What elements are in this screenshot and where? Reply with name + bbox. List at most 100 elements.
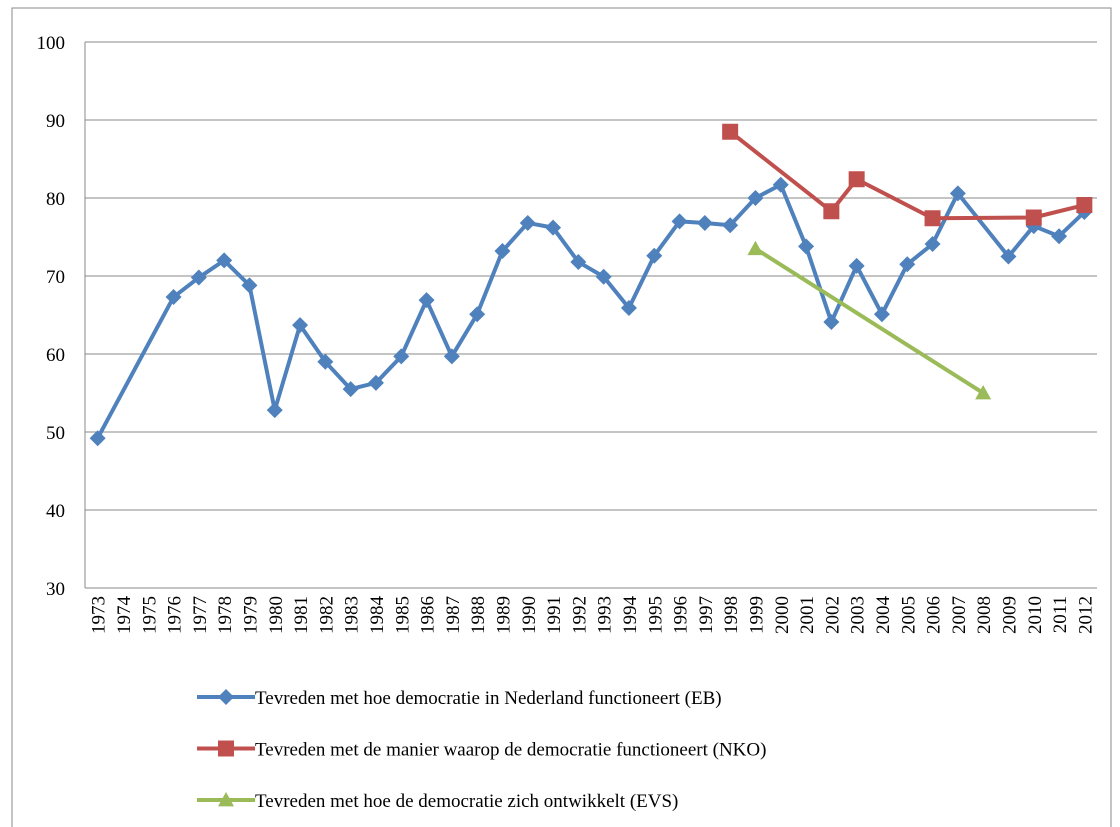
- x-tick-label: 1981: [291, 596, 312, 634]
- x-tick-label: 1980: [266, 596, 287, 634]
- y-tick-label: 100: [37, 33, 66, 54]
- data-point: [949, 185, 966, 202]
- x-tick-label: 2009: [999, 596, 1020, 634]
- data-point: [899, 256, 916, 273]
- x-tick-label: 2001: [797, 596, 818, 634]
- data-point: [1000, 248, 1017, 265]
- data-point: [1025, 209, 1042, 226]
- x-tick-label: 1991: [544, 596, 565, 634]
- data-point: [924, 236, 941, 253]
- data-point: [292, 317, 309, 334]
- data-point: [975, 385, 992, 400]
- x-tick-label: 1976: [165, 596, 186, 634]
- data-point: [317, 353, 334, 370]
- data-point: [241, 277, 258, 294]
- data-point: [620, 299, 637, 316]
- data-point: [266, 402, 283, 419]
- x-tick-label: 2002: [822, 596, 843, 634]
- data-point: [1051, 228, 1068, 245]
- data-point: [671, 213, 688, 230]
- x-tick-label: 1977: [190, 596, 211, 634]
- data-point: [367, 374, 384, 391]
- x-tick-label: 1984: [367, 596, 388, 635]
- data-point: [342, 381, 359, 398]
- legend-marker: [218, 740, 234, 757]
- data-point: [722, 123, 739, 140]
- data-point: [1076, 197, 1093, 214]
- data-point: [443, 348, 460, 365]
- data-point: [469, 306, 486, 323]
- data-point: [89, 430, 106, 447]
- series-line: [728, 130, 1085, 221]
- x-tick-label: 1974: [114, 596, 135, 635]
- x-tick-label: 2000: [772, 596, 793, 634]
- x-tick-label: 1983: [342, 596, 363, 634]
- data-point: [393, 348, 410, 365]
- x-tick-label: 1978: [215, 596, 236, 634]
- legend-marker: [218, 689, 234, 705]
- x-tick-label: 2006: [924, 596, 945, 634]
- x-tick-label: 1986: [418, 596, 439, 634]
- data-point: [722, 217, 739, 234]
- x-tick-label: 2012: [1075, 596, 1096, 634]
- x-tick-label: 1979: [240, 596, 261, 634]
- data-point: [823, 203, 840, 220]
- data-point: [772, 176, 789, 193]
- y-tick-label: 80: [46, 189, 65, 210]
- x-tick-label: 1975: [139, 596, 160, 634]
- series-line: [754, 247, 985, 395]
- data-point: [519, 214, 536, 231]
- x-tick-label: 1982: [316, 596, 337, 634]
- y-tick-label: 30: [46, 579, 65, 600]
- data-point: [924, 210, 941, 227]
- x-tick-label: 1997: [696, 596, 717, 634]
- x-tick-label: 1998: [721, 596, 742, 634]
- data-point: [848, 171, 865, 188]
- x-tick-label: 2003: [848, 596, 869, 634]
- y-tick-label: 70: [46, 267, 65, 288]
- x-tick-label: 1999: [746, 596, 767, 634]
- data-point: [545, 219, 562, 236]
- y-tick-label: 50: [46, 423, 65, 444]
- y-tick-label: 90: [46, 111, 65, 132]
- x-tick-label: 1973: [89, 596, 110, 634]
- data-point: [570, 253, 587, 270]
- x-tick-label: 1987: [443, 596, 464, 634]
- x-tick-label: 1990: [519, 596, 540, 634]
- data-point: [798, 238, 815, 255]
- x-tick-label: 1994: [620, 596, 641, 635]
- data-point: [747, 190, 764, 206]
- legend-label: Tevreden met hoe democratie in Nederland…: [255, 688, 722, 709]
- y-tick-label: 60: [46, 345, 65, 366]
- chart-border: [11, 7, 1112, 827]
- data-point: [494, 243, 511, 260]
- x-tick-label: 2011: [1050, 596, 1071, 633]
- x-tick-label: 1985: [392, 596, 413, 634]
- data-point: [165, 289, 182, 306]
- x-tick-label: 2010: [1025, 596, 1046, 634]
- data-point: [848, 257, 865, 274]
- legend-marker: [218, 792, 234, 807]
- data-point: [190, 269, 207, 286]
- x-tick-label: 2008: [974, 596, 995, 634]
- data-point: [747, 240, 764, 256]
- x-tick-label: 1993: [595, 596, 616, 634]
- x-tick-label: 1988: [468, 596, 489, 634]
- y-tick-label: 40: [46, 501, 65, 522]
- x-tick-label: 2005: [898, 596, 919, 634]
- x-tick-label: 1996: [671, 596, 692, 634]
- x-tick-label: 2007: [949, 596, 970, 634]
- x-tick-label: 1995: [645, 596, 666, 634]
- data-point: [595, 268, 612, 285]
- data-point: [696, 214, 713, 231]
- legend-label: Tevreden met de manier waarop de democra…: [255, 740, 766, 761]
- x-tick-label: 1992: [569, 596, 590, 634]
- x-tick-label: 1989: [493, 596, 514, 634]
- x-tick-label: 2004: [873, 596, 894, 635]
- data-point: [216, 252, 233, 269]
- data-point: [823, 314, 840, 331]
- data-point: [646, 247, 663, 264]
- data-point: [873, 306, 890, 323]
- data-point: [418, 292, 435, 309]
